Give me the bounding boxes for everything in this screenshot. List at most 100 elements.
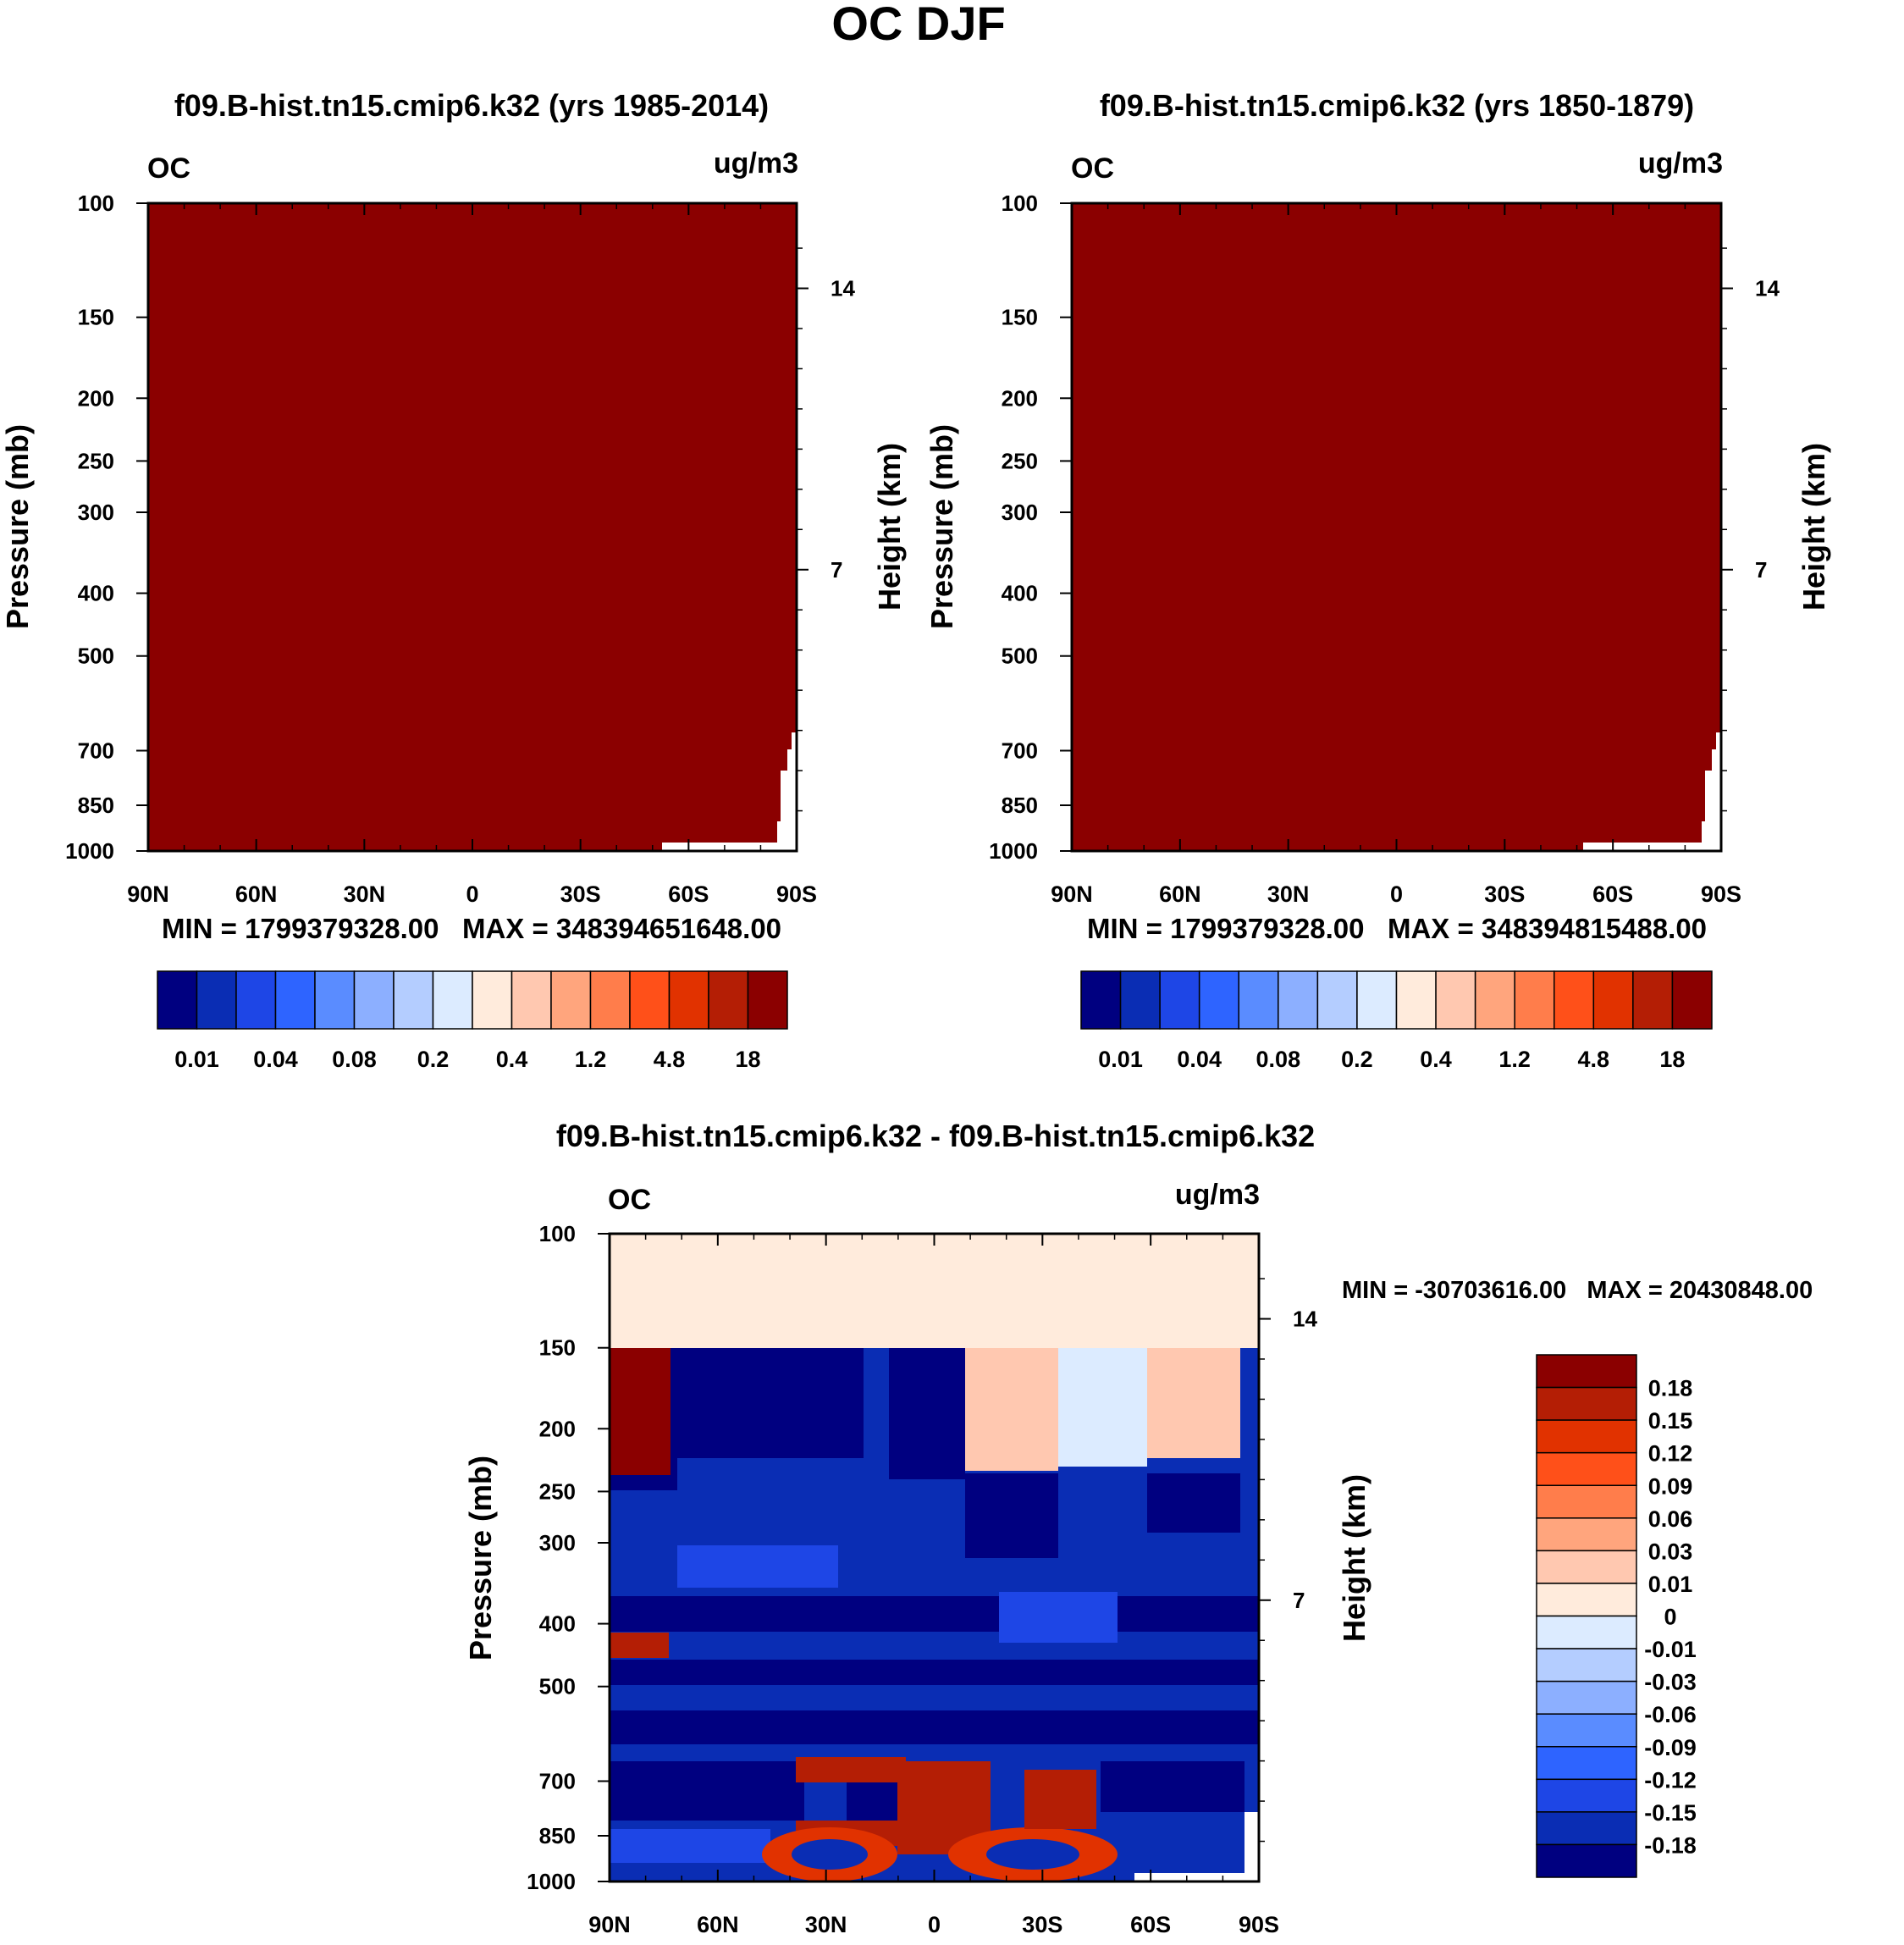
panel-2-colorbar-label: 18	[1659, 1047, 1685, 1072]
panel-1-colorbar-box	[668, 970, 709, 1030]
panel-2-xtick-label: 30S	[1484, 881, 1525, 907]
panel-2-ytick-label: 200	[1002, 385, 1038, 411]
panel-3-colorbar-box	[1536, 1615, 1637, 1649]
panel-3-colorbar-label: -0.15	[1644, 1800, 1697, 1826]
panel-3-colorbar-label: -0.12	[1644, 1767, 1697, 1793]
panel-2-colorbar-box	[1395, 970, 1437, 1030]
panel-2-ytick-label: 150	[1002, 305, 1038, 330]
panel-3-plot-area: 90N 60N 30N 0 30S 60S 90S 100 150 200 250 300 400 500…	[527, 1221, 1317, 1937]
panel-3-field-patch	[610, 1829, 770, 1863]
panel-2-rtick-label: 7	[1755, 557, 1767, 583]
panel-3: f09.B-hist.tn15.cmip6.k32 - f09.B-hist.t…	[463, 1119, 1813, 1937]
panel-3-field-band	[965, 1473, 1058, 1558]
panel-1-colorbar-box	[589, 970, 631, 1030]
panel-3-colorbar-box	[1536, 1843, 1637, 1878]
panel-2-missing-region	[1583, 732, 1721, 851]
panel-2-ytick-label: 250	[1002, 448, 1038, 473]
panel-1-colorbar-box	[550, 970, 592, 1030]
panel-3-colorbar-box	[1536, 1550, 1637, 1584]
panel-1-title: f09.B-hist.tn15.cmip6.k32 (yrs 1985-2014…	[174, 88, 769, 123]
panel-3-ytick-label: 1000	[527, 1869, 576, 1894]
panel-3-ylabel-right: Height (km)	[1337, 1474, 1371, 1642]
panel-3-xtick-label: 60N	[697, 1912, 739, 1937]
panel-3-colorbar-box	[1536, 1778, 1637, 1813]
panel-3-colorbar-label: -0.01	[1644, 1637, 1697, 1662]
panel-1-missing-region	[662, 732, 797, 851]
panel-1-colorbar-box	[472, 970, 513, 1030]
panel-1-ytick-label: 200	[78, 385, 114, 411]
panel-3-colorbar-box	[1536, 1746, 1637, 1781]
panel-1-colorbar-label: 0.04	[253, 1047, 298, 1072]
page-title: OC DJF	[831, 0, 1005, 50]
panel-2-xtick-label: 0	[1390, 881, 1403, 907]
panel-3-field-positive	[610, 1348, 671, 1475]
panel-1-xtick-label: 30S	[560, 881, 601, 907]
panel-3-colorbar-box	[1536, 1680, 1637, 1715]
panel-3-ytick-label: 200	[539, 1416, 576, 1441]
panel-2-xtick-label: 30N	[1267, 881, 1310, 907]
panel-3-colorbar-box	[1536, 1517, 1637, 1552]
panel-3-colorbar: 0.18 0.15 0.12 0.09 0.06 0.03 0.01 0 -0.01 -0.03 -…	[1536, 1354, 1697, 1878]
panel-3-rtick-label: 14	[1293, 1307, 1317, 1332]
panel-2-ylabel: Pressure (mb)	[924, 424, 959, 629]
panel-1-xtick-label: 60S	[668, 881, 709, 907]
panel-1-colorbar-label: 0.4	[496, 1047, 528, 1072]
panel-2-colorbar-box	[1554, 970, 1595, 1030]
panel-3-field-positive	[965, 1348, 1058, 1471]
panel-2-colorbar-box	[1119, 970, 1161, 1030]
panel-3-colorbar-label: 0.09	[1648, 1473, 1693, 1499]
panel-2-colorbar-box	[1356, 970, 1398, 1030]
panel-3-colorbar-label: 0.12	[1648, 1441, 1693, 1467]
panel-3-ylabel: Pressure (mb)	[463, 1456, 498, 1660]
panel-2-colorbar-box	[1474, 970, 1515, 1030]
panel-1-colorbar-box	[353, 970, 395, 1030]
panel-3-field-band	[610, 1660, 1259, 1685]
panel-2-colorbar-box	[1514, 970, 1555, 1030]
panel-1-ytick-label: 250	[78, 448, 114, 473]
panel-1-ytick-label: 100	[78, 191, 114, 216]
panel-1-stats: MIN = 1799379328.00 MAX = 348394651648.0…	[162, 913, 781, 944]
panel-3-axes: 90N 60N 30N 0 30S 60S 90S 100 150 200 250 300 400 500…	[527, 1221, 1317, 1937]
panel-3-colorbar-box	[1536, 1451, 1637, 1486]
panel-1-colorbar-box	[747, 970, 788, 1030]
panel-3-colorbar-box	[1536, 1583, 1637, 1617]
panel-3-rtick-label: 7	[1293, 1588, 1305, 1613]
panel-3-field-band	[610, 1761, 804, 1821]
panel-2-colorbar-box	[1592, 970, 1634, 1030]
panel-3-xtick-label: 30S	[1022, 1912, 1062, 1937]
panel-2-colorbar-label: 0.01	[1098, 1047, 1143, 1072]
panel-3-field-positive	[1147, 1348, 1240, 1458]
panel-3-colorbar-label: -0.06	[1644, 1702, 1697, 1727]
panel-1-plot-area: 90N 60N 30N 0 30S 60S 90S 100 150 200 250 300 400 500…	[65, 191, 855, 907]
panel-1-ytick-label: 300	[78, 500, 114, 525]
panel-1-field	[148, 203, 797, 851]
panel-1-ytick-label: 700	[78, 738, 114, 764]
panel-3-colorbar-label: 0.01	[1648, 1572, 1693, 1597]
panel-1-colorbar-label: 0.01	[174, 1047, 219, 1072]
panel-1-colorbar-box	[314, 970, 356, 1030]
panel-3-colorbar-label: -0.03	[1644, 1670, 1697, 1695]
panel-3-colorbar-box	[1536, 1648, 1637, 1683]
panel-2-stats: MIN = 1799379328.00 MAX = 348394815488.0…	[1087, 913, 1707, 944]
panel-2-rtick-label: 14	[1755, 276, 1780, 301]
panel-1: f09.B-hist.tn15.cmip6.k32 (yrs 1985-2014…	[0, 88, 907, 1072]
panel-2-ytick-label: 100	[1002, 191, 1038, 216]
panel-1-ylabel: Pressure (mb)	[0, 424, 35, 629]
panel-3-xtick-label: 30N	[805, 1912, 847, 1937]
panel-3-colorbar-label: -0.18	[1644, 1832, 1697, 1858]
panel-1-colorbar-box	[510, 970, 552, 1030]
panel-1-colorbar-box	[629, 970, 671, 1030]
panel-1-ytick-label: 500	[78, 644, 114, 669]
panel-2-colorbar-box	[1198, 970, 1239, 1030]
panel-2-variable: OC	[1071, 152, 1114, 185]
panel-3-colorbar-box	[1536, 1713, 1637, 1748]
panel-1-colorbar-box	[274, 970, 316, 1030]
panel-2-colorbar-box	[1238, 970, 1279, 1030]
panel-2-colorbar-box	[1278, 970, 1319, 1030]
panel-1-colorbar: 0.01 0.04 0.08 0.2 0.4 1.2 4.8 18	[157, 970, 788, 1072]
panel-3-units: ug/m3	[1175, 1179, 1260, 1211]
panel-3-xtick-label: 90N	[588, 1912, 631, 1937]
panel-3-missing-region	[1134, 1812, 1259, 1881]
panel-1-axes: 90N 60N 30N 0 30S 60S 90S 100 150 200 250 300 400 500…	[65, 191, 855, 907]
